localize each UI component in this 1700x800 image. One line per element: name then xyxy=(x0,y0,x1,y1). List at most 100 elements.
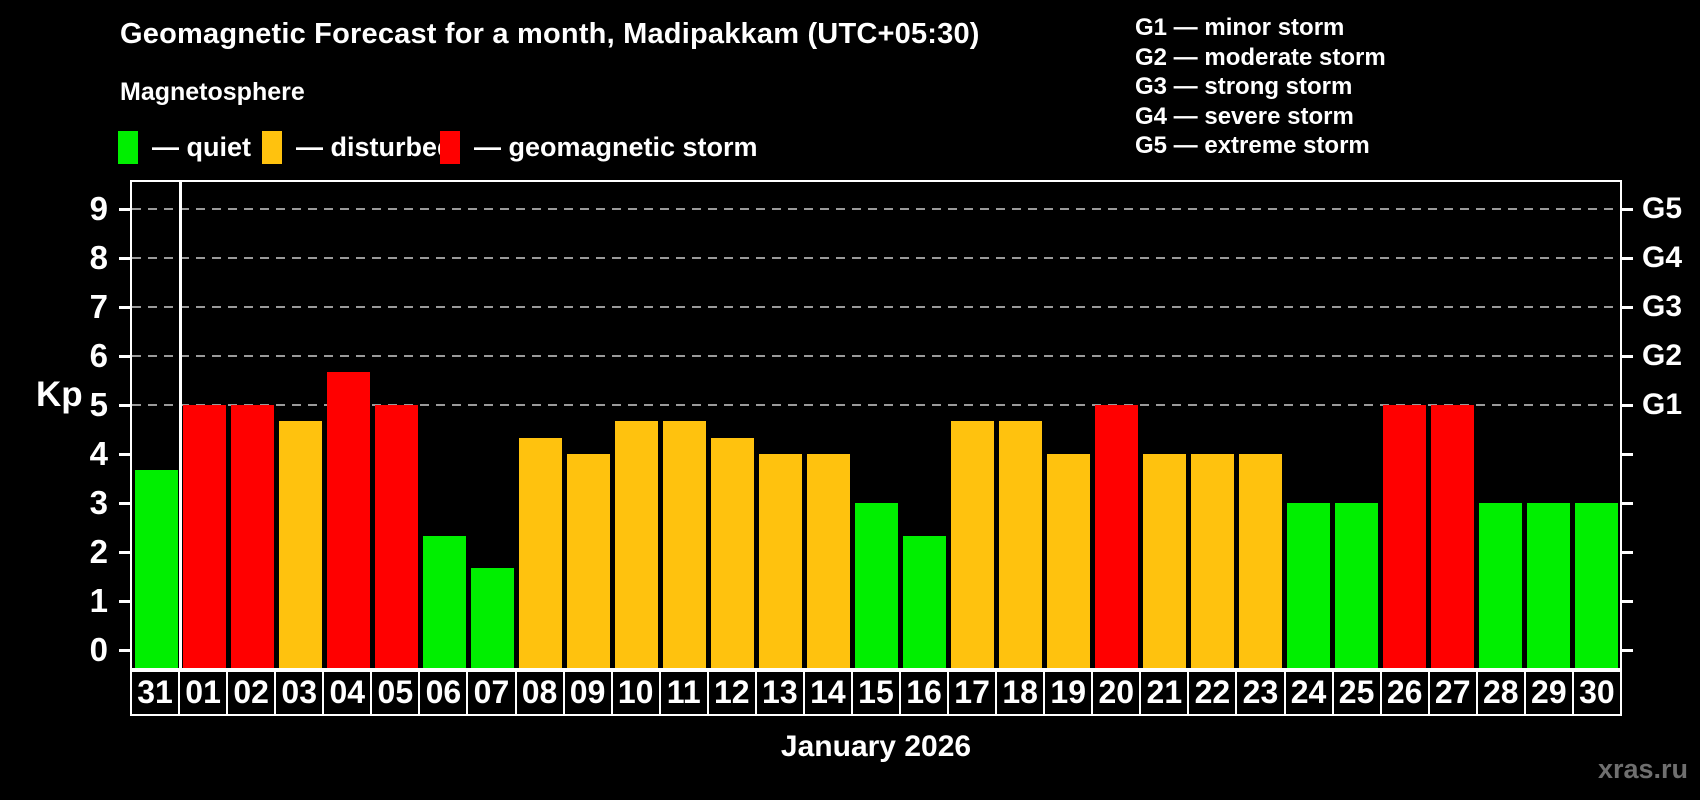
grid-line-kp8 xyxy=(132,257,1620,259)
y-axis-tick-right xyxy=(1620,207,1633,211)
y-tick-label-0: 0 xyxy=(89,631,108,668)
kp-bar-day-27 xyxy=(1430,405,1474,668)
kp-bar-day-20 xyxy=(1094,405,1138,668)
kp-bar-day-15 xyxy=(854,503,898,668)
y-axis-tick-right xyxy=(1620,403,1633,407)
legend-swatch-storm xyxy=(440,131,460,164)
day-label-cell: 28 xyxy=(1478,672,1526,714)
day-label-cell: 18 xyxy=(997,672,1046,714)
kp-bar-day-02 xyxy=(230,405,274,668)
day-label-cell: 23 xyxy=(1237,672,1286,714)
kp-bar-day-29 xyxy=(1526,503,1570,668)
kp-bar-day-05 xyxy=(374,405,418,668)
kp-bar-day-11 xyxy=(662,421,706,668)
kp-bar-day-31 xyxy=(134,470,178,668)
day-label-cell: 24 xyxy=(1286,672,1334,714)
day-label-cell: 15 xyxy=(853,672,901,714)
day-label-cell: 04 xyxy=(324,672,373,714)
kp-bar-day-26 xyxy=(1382,405,1426,668)
g-legend-item-G3: G3 — strong storm xyxy=(1135,73,1353,100)
kp-bar-day-16 xyxy=(902,536,946,668)
month-divider-line xyxy=(178,182,182,668)
y-axis-tick-left xyxy=(119,501,132,505)
g-scale-tick-label-G3: G3 xyxy=(1642,290,1683,323)
legend-item-disturbed: — disturbed xyxy=(262,131,454,164)
kp-bar-day-07 xyxy=(470,568,514,668)
y-axis-tick-right xyxy=(1620,354,1633,358)
g-scale-legend: G1 — minor storm G2 — moderate storm G3 — … xyxy=(1135,13,1386,161)
kp-bar-day-19 xyxy=(1046,454,1090,668)
grid-line-kp9 xyxy=(132,208,1620,210)
day-label-cell: 22 xyxy=(1189,672,1238,714)
kp-bar-day-14 xyxy=(806,454,850,668)
g-scale-tick-label-G1: G1 xyxy=(1642,388,1683,421)
y-axis-title: Kp xyxy=(36,375,83,414)
kp-bar-day-23 xyxy=(1238,454,1282,668)
day-label-cell: 29 xyxy=(1526,672,1574,714)
legend-swatch-disturbed xyxy=(262,131,282,164)
chart-subtitle: Magnetosphere xyxy=(120,78,305,106)
day-label-cell: 11 xyxy=(661,672,709,714)
y-axis-tick-right xyxy=(1620,256,1633,260)
kp-bar-day-08 xyxy=(518,438,562,668)
y-tick-label-1: 1 xyxy=(89,582,108,619)
y-axis-tick-right xyxy=(1620,501,1633,505)
kp-bar-day-24 xyxy=(1286,503,1330,668)
kp-bar-day-10 xyxy=(614,421,658,668)
y-tick-label-2: 2 xyxy=(89,533,108,570)
legend-item-quiet: — quiet xyxy=(118,131,251,164)
day-label-cell: 07 xyxy=(468,672,517,714)
kp-bar-day-17 xyxy=(950,421,994,668)
kp-bar-day-09 xyxy=(566,454,610,668)
y-axis-tick-right xyxy=(1620,648,1633,652)
y-axis-tick-left xyxy=(119,305,132,309)
legend-swatch-quiet xyxy=(118,131,138,164)
g-scale-tick-label-G4: G4 xyxy=(1642,241,1683,274)
kp-bar-day-30 xyxy=(1574,503,1618,668)
y-tick-label-7: 7 xyxy=(89,288,108,325)
day-label-cell: 09 xyxy=(565,672,613,714)
chart-title: Geomagnetic Forecast for a month, Madipa… xyxy=(120,18,980,50)
day-label-cell: 12 xyxy=(709,672,757,714)
y-axis-tick-right xyxy=(1620,452,1633,456)
y-tick-label-9: 9 xyxy=(89,190,108,227)
day-label-cell: 10 xyxy=(613,672,661,714)
day-label-cell: 27 xyxy=(1430,672,1478,714)
kp-bar-day-01 xyxy=(182,405,226,668)
legend-label-quiet: — quiet xyxy=(152,132,251,162)
day-label-cell: 13 xyxy=(757,672,805,714)
day-label-cell: 14 xyxy=(805,672,853,714)
y-axis-tick-right xyxy=(1620,599,1633,603)
y-axis-tick-left xyxy=(119,256,132,260)
kp-bar-day-04 xyxy=(326,372,370,668)
day-label-cell: 03 xyxy=(276,672,325,714)
g-legend-item-G5: G5 — extreme storm xyxy=(1135,132,1370,159)
kp-bar-day-21 xyxy=(1142,454,1186,668)
day-label-cell: 31 xyxy=(132,672,181,714)
kp-bar-day-22 xyxy=(1190,454,1234,668)
g-legend-item-G4: G4 — severe storm xyxy=(1135,102,1354,130)
day-label-cell: 21 xyxy=(1141,672,1190,714)
y-tick-label-3: 3 xyxy=(89,484,108,521)
y-tick-label-8: 8 xyxy=(89,239,108,276)
y-axis-tick-left xyxy=(119,403,132,407)
kp-bar-day-18 xyxy=(998,421,1042,668)
day-label-cell: 05 xyxy=(372,672,421,714)
y-axis-tick-left xyxy=(119,550,132,554)
legend-label-storm: — geomagnetic storm xyxy=(474,132,758,162)
kp-bar-day-13 xyxy=(758,454,802,668)
day-label-cell: 20 xyxy=(1093,672,1142,714)
grid-line-kp7 xyxy=(132,306,1620,308)
kp-bar-day-12 xyxy=(710,438,754,668)
day-label-cell: 25 xyxy=(1334,672,1382,714)
kp-bar-day-28 xyxy=(1478,503,1522,668)
y-tick-label-5: 5 xyxy=(89,386,108,423)
plot-area xyxy=(130,180,1622,670)
day-label-cell: 06 xyxy=(420,672,469,714)
y-tick-label-6: 6 xyxy=(89,337,108,374)
kp-bar-day-03 xyxy=(278,421,322,668)
y-axis-tick-left xyxy=(119,599,132,603)
x-axis-day-labels: 31 01 02 03 04 05 06 07 08 09 10 11 12 13 14 15 16 17 18 19… xyxy=(130,670,1622,716)
y-axis-tick-left xyxy=(119,452,132,456)
legend-item-storm: — geomagnetic storm xyxy=(440,131,758,164)
